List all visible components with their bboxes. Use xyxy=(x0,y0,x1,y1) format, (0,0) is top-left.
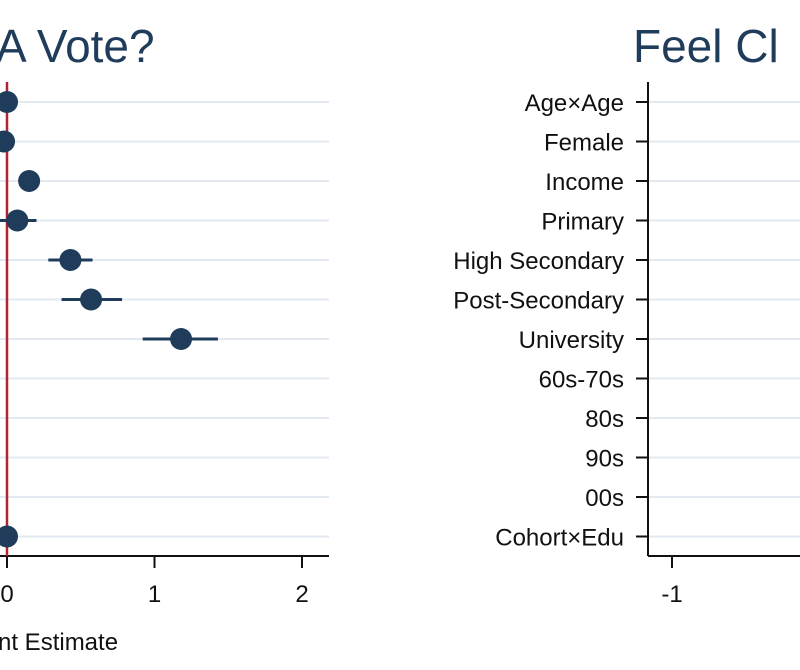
right-panel-title: Feel Cl xyxy=(633,20,779,72)
left-estimate-point xyxy=(0,91,18,113)
left-estimate-point xyxy=(170,328,193,350)
right-category-labels: Age×Age Female Income Primary High Secondary… xyxy=(453,90,624,552)
right-gridlines xyxy=(648,101,800,538)
category-label: University xyxy=(519,327,624,354)
category-label: Income xyxy=(545,169,624,196)
category-label: 80s xyxy=(585,406,624,433)
left-confidence-intervals xyxy=(0,219,218,341)
right-x-ticks: -1 xyxy=(661,556,683,608)
right-panel: Feel Cl Age×Age Female Income Primary High S… xyxy=(453,20,800,608)
left-panel: A Vote? 0 1 2 nt Estimate xyxy=(0,20,329,656)
category-label: High Secondary xyxy=(453,248,624,275)
category-label: Female xyxy=(544,130,624,157)
left-estimate-point xyxy=(18,170,41,192)
category-label: Primary xyxy=(541,209,624,236)
category-label: 60s-70s xyxy=(539,367,624,394)
category-label: Age×Age xyxy=(525,90,624,117)
left-estimate-point xyxy=(0,130,16,153)
right-x-tick-label: -1 xyxy=(661,581,682,608)
left-estimate-point xyxy=(59,249,82,271)
left-panel-title: A Vote? xyxy=(0,20,155,72)
left-x-tick-label: 0 xyxy=(0,581,13,608)
left-estimate-point xyxy=(6,209,29,232)
category-label: Post-Secondary xyxy=(453,288,624,315)
left-estimate-point xyxy=(80,288,103,311)
left-x-ticks: 0 1 2 xyxy=(0,556,309,608)
category-label: 00s xyxy=(585,485,624,512)
left-gridlines xyxy=(0,101,329,538)
left-x-tick-label: 1 xyxy=(148,581,161,608)
left-estimate-point xyxy=(0,525,18,548)
category-label: Cohort×Edu xyxy=(495,525,624,552)
category-label: 90s xyxy=(585,446,624,473)
left-x-axis-title: nt Estimate xyxy=(0,629,118,656)
right-y-ticks xyxy=(636,101,648,538)
left-estimate-points xyxy=(0,91,193,548)
left-x-tick-label: 2 xyxy=(295,581,308,608)
